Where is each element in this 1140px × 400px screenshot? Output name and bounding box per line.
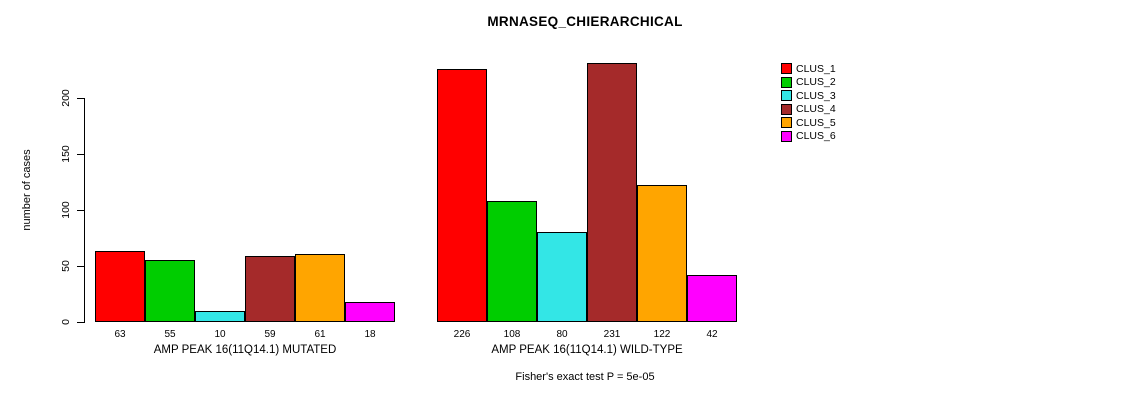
legend-label: CLUS_4	[796, 103, 836, 115]
bar-clus_2	[487, 201, 537, 322]
bar-value-label: 231	[603, 329, 621, 340]
bar-value-label: 10	[214, 329, 226, 340]
legend: CLUS_1 CLUS_2 CLUS_3 CLUS_4 CLUS_5 CLUS_6	[781, 62, 836, 143]
legend-item: CLUS_3	[781, 89, 836, 102]
legend-swatch-icon	[781, 63, 792, 74]
y-tick-label: 0	[60, 319, 72, 325]
bar-clus_2	[145, 260, 195, 322]
legend-item: CLUS_2	[781, 76, 836, 89]
bar-clus_4	[245, 256, 295, 322]
y-tick-label: 200	[60, 89, 72, 107]
y-tick-label: 50	[60, 260, 72, 272]
legend-swatch-icon	[781, 103, 792, 115]
legend-item: CLUS_5	[781, 116, 836, 129]
bar-value-label: 226	[453, 329, 471, 340]
group-label: AMP PEAK 16(11Q14.1) MUTATED	[153, 344, 337, 356]
y-tick	[77, 98, 84, 99]
bar-value-label: 80	[556, 329, 568, 340]
y-tick	[77, 154, 84, 155]
group-label: AMP PEAK 16(11Q14.1) WILD-TYPE	[491, 344, 683, 356]
bar-value-label: 108	[503, 329, 521, 340]
y-tick	[77, 322, 84, 323]
bar-value-label: 63	[114, 329, 126, 340]
bar-value-label: 18	[364, 329, 376, 340]
bar-clus_6	[687, 275, 737, 322]
y-tick	[77, 266, 84, 267]
bar-clus_1	[95, 251, 145, 322]
legend-swatch-icon	[781, 76, 792, 88]
bar-clus_4	[587, 63, 637, 322]
footnote: Fisher's exact test P = 5e-05	[515, 371, 655, 383]
y-tick-label: 150	[60, 145, 72, 163]
y-tick	[77, 210, 84, 211]
bar-clus_1	[437, 69, 487, 322]
legend-label: CLUS_6	[796, 130, 836, 142]
bar-value-label: 59	[264, 329, 276, 340]
y-axis-line	[84, 98, 85, 323]
legend-label: CLUS_5	[796, 116, 836, 129]
legend-swatch-icon	[781, 130, 792, 142]
bar-clus_3	[195, 311, 245, 322]
legend-label: CLUS_3	[796, 89, 836, 102]
bar-clus_6	[345, 302, 395, 322]
bar-clus_5	[637, 185, 687, 322]
legend-swatch-icon	[781, 117, 792, 128]
bar-value-label: 55	[164, 329, 176, 340]
legend-label: CLUS_1	[796, 62, 836, 75]
bar-value-label: 42	[706, 329, 718, 340]
bar-value-label: 61	[314, 329, 326, 340]
legend-swatch-icon	[781, 90, 792, 101]
bar-value-label: 122	[653, 329, 671, 340]
bar-clus_5	[295, 254, 345, 322]
legend-item: CLUS_6	[781, 130, 836, 143]
legend-item: CLUS_4	[781, 103, 836, 116]
chart-title: MRNASEQ_CHIERARCHICAL	[487, 14, 683, 29]
legend-label: CLUS_2	[796, 76, 836, 88]
y-tick-label: 100	[60, 201, 72, 219]
legend-item: CLUS_1	[781, 62, 836, 75]
bar-clus_3	[537, 232, 587, 322]
